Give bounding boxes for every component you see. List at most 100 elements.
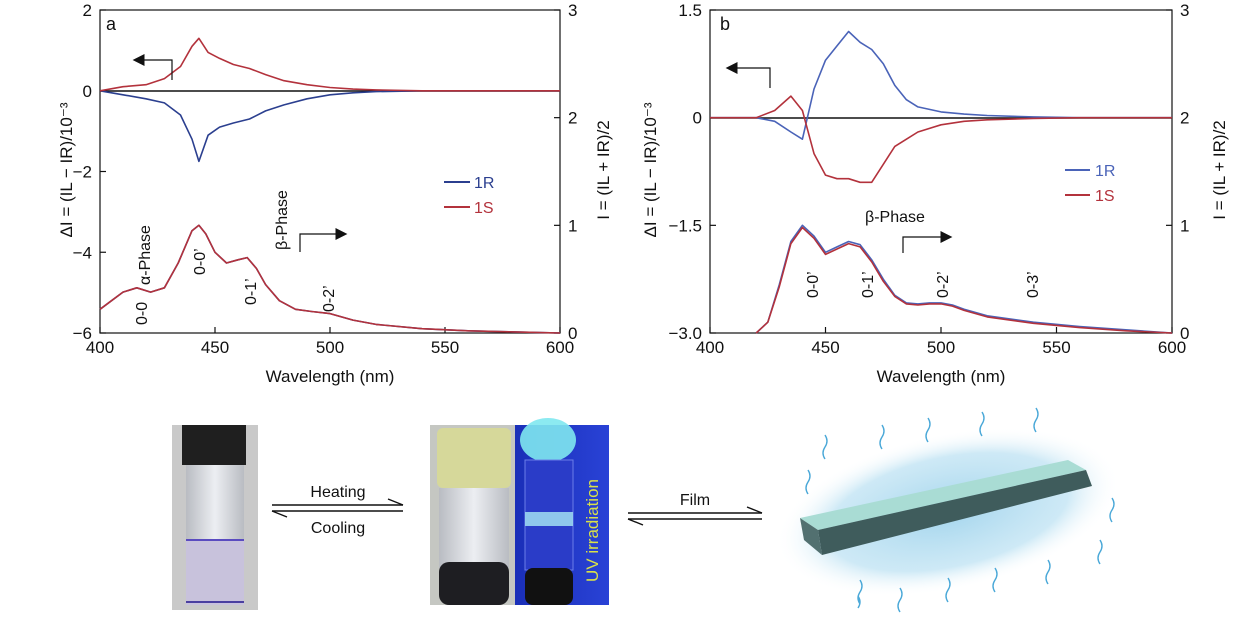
panel-b-right-arrow bbox=[902, 231, 953, 253]
panel-b-right-ticks: 0 1 2 3 bbox=[1166, 1, 1189, 343]
peak-label-a-00: 0-0 bbox=[134, 302, 151, 325]
beta-phase-label-b: β-Phase bbox=[865, 209, 925, 226]
series-1s-left bbox=[99, 37, 560, 92]
legend-label-1r-b: 1R bbox=[1095, 163, 1115, 180]
film-arrow: Film bbox=[627, 492, 763, 526]
vial-1-solution bbox=[186, 540, 244, 605]
y-left-tick-label: 2 bbox=[83, 1, 92, 20]
series-1r-left bbox=[710, 30, 1172, 140]
y-right-tick-label: 2 bbox=[568, 109, 577, 128]
series-1r-left bbox=[99, 90, 560, 163]
panel-a-right-arrow bbox=[299, 228, 348, 252]
y-left-tick-label: 0 bbox=[83, 82, 92, 101]
y-right-tick-label: 3 bbox=[1180, 1, 1189, 20]
eq1-back-head bbox=[271, 510, 288, 518]
panel-a-chart: a 400 450 500 550 600 −6 −4 −2 0 2 0 1 2 3 Waveleng… bbox=[57, 1, 613, 386]
eq2-forward-head bbox=[746, 506, 763, 514]
panel-b-legend: 1R 1S bbox=[1065, 163, 1115, 205]
panel-a-x-ticks: 400 450 500 550 600 bbox=[86, 327, 574, 357]
panel-b-chart: b 400 450 500 550 600 −3.0 −1.5 0 1.5 0 1 2 3 Wave… bbox=[641, 1, 1229, 386]
panel-b-ylabel-right: I = (IL + IR)/2 bbox=[1210, 120, 1229, 220]
eq2-back-head bbox=[627, 518, 644, 526]
peak-label-a-02p: 0-2’ bbox=[321, 285, 338, 312]
x-tick-label: 400 bbox=[86, 338, 114, 357]
y-left-tick-label: −2 bbox=[73, 163, 92, 182]
film-label: Film bbox=[680, 492, 710, 509]
film-side-face bbox=[818, 470, 1092, 555]
gel-yellow-top bbox=[437, 428, 511, 488]
x-tick-label: 400 bbox=[696, 338, 724, 357]
x-tick-label: 550 bbox=[1042, 338, 1070, 357]
x-tick-label: 600 bbox=[546, 338, 574, 357]
x-tick-label: 500 bbox=[316, 338, 344, 357]
schematic: Heating Cooling UV irradiation Film bbox=[172, 407, 1120, 613]
panel-a-label: a bbox=[106, 14, 117, 34]
gel-glass bbox=[439, 488, 509, 568]
legend-label-1s: 1S bbox=[474, 200, 494, 217]
x-tick-label: 450 bbox=[201, 338, 229, 357]
y-left-tick-label: −4 bbox=[73, 243, 92, 262]
gel-photo bbox=[430, 425, 518, 605]
panel-a-legend: 1R 1S bbox=[444, 175, 494, 217]
heating-label: Heating bbox=[310, 484, 365, 501]
y-right-tick-label: 2 bbox=[1180, 109, 1189, 128]
x-tick-label: 600 bbox=[1158, 338, 1186, 357]
legend-label-1s-b: 1S bbox=[1095, 188, 1115, 205]
x-tick-label: 450 bbox=[811, 338, 839, 357]
peak-label-b-01p: 0-1’ bbox=[860, 271, 877, 298]
panel-a-left-ticks: −6 −4 −2 0 2 bbox=[73, 1, 106, 343]
legend-label-1r: 1R bbox=[474, 175, 494, 192]
panel-b-left-ticks: −3.0 −1.5 0 1.5 bbox=[668, 1, 716, 343]
peak-label-a-00p: 0-0’ bbox=[192, 248, 209, 275]
series-1s-right bbox=[755, 226, 1173, 334]
series-1r-right bbox=[755, 224, 1173, 334]
y-right-tick-label: 1 bbox=[1180, 216, 1189, 235]
y-left-tick-label: 0 bbox=[693, 109, 702, 128]
film-top-face bbox=[800, 460, 1086, 530]
film-illustration bbox=[776, 407, 1120, 613]
panel-b-xlabel: Wavelength (nm) bbox=[877, 367, 1006, 386]
uv-glow-top bbox=[520, 418, 576, 462]
peak-label-a-01p: 0-1’ bbox=[243, 278, 260, 305]
y-right-tick-label: 0 bbox=[1180, 324, 1189, 343]
y-left-tick-label: −1.5 bbox=[668, 216, 702, 235]
vial-1-cap bbox=[182, 425, 246, 465]
y-left-tick-label: −6 bbox=[73, 324, 92, 343]
series-1s-left bbox=[710, 95, 1172, 184]
film-end-face bbox=[800, 518, 822, 555]
beta-phase-label-a: β-Phase bbox=[274, 190, 291, 250]
y-left-tick-label: 1.5 bbox=[678, 1, 702, 20]
x-tick-label: 550 bbox=[431, 338, 459, 357]
uv-photo: UV irradiation bbox=[515, 418, 609, 605]
series-1s-right bbox=[99, 224, 561, 334]
y-right-tick-label: 1 bbox=[568, 216, 577, 235]
cooling-label: Cooling bbox=[311, 520, 365, 537]
panel-a-series-group bbox=[99, 37, 561, 334]
heating-cooling-arrow: Heating Cooling bbox=[271, 484, 404, 537]
x-tick-label: 500 bbox=[927, 338, 955, 357]
panel-a-xlabel: Wavelength (nm) bbox=[266, 367, 395, 386]
y-left-tick-label: −3.0 bbox=[668, 324, 702, 343]
panel-b-ylabel-left: ΔI = (IL − IR)/10⁻³ bbox=[641, 102, 660, 237]
alpha-phase-label: α-Phase bbox=[137, 225, 154, 285]
uv-dark-base bbox=[525, 568, 573, 605]
peak-label-b-03p: 0-3’ bbox=[1025, 271, 1042, 298]
panel-a-right-ticks: 0 1 2 3 bbox=[554, 1, 577, 343]
y-right-tick-label: 3 bbox=[568, 1, 577, 20]
vial-photo-1 bbox=[172, 425, 258, 610]
eq1-forward-head bbox=[387, 498, 404, 506]
gel-dark-base bbox=[439, 562, 509, 605]
uv-irradiation-label: UV irradiation bbox=[583, 479, 602, 582]
emission-squiggles bbox=[805, 407, 1115, 613]
uv-glow-band bbox=[525, 512, 573, 526]
peak-label-b-00p: 0-0’ bbox=[805, 271, 822, 298]
panel-a-frame bbox=[99, 9, 561, 334]
y-right-tick-label: 0 bbox=[568, 324, 577, 343]
panel-a-ylabel-right: I = (IL + IR)/2 bbox=[594, 120, 613, 220]
panel-b-left-arrow bbox=[725, 62, 771, 88]
peak-label-b-02p: 0-2’ bbox=[935, 271, 952, 298]
panel-a-ylabel-left: ΔI = (IL − IR)/10⁻³ bbox=[57, 102, 76, 237]
panel-a-left-arrow bbox=[132, 54, 173, 80]
